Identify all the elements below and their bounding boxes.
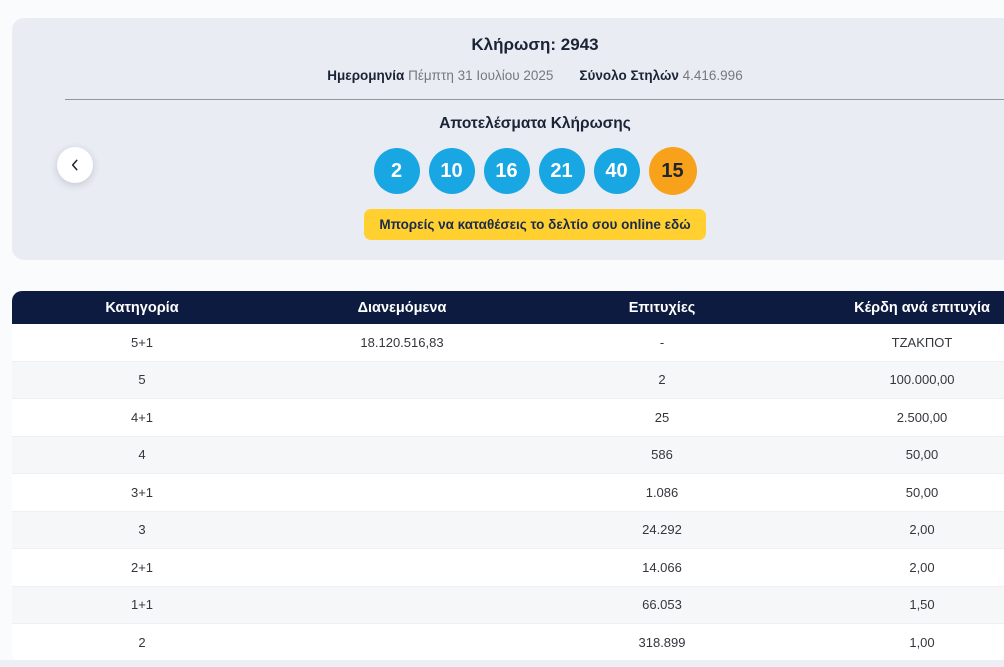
table-cell: - [659, 334, 665, 350]
table-row: 2+1 14.066 2,00 [12, 549, 1004, 587]
table-cell: 100.000,00 [889, 372, 955, 388]
table-cell: 66.053 [642, 597, 682, 613]
table-cell: 25 [654, 409, 670, 425]
table-cell: 3+1 [130, 484, 154, 500]
table-cell: 2,00 [909, 559, 935, 575]
table-row: 1+1 66.053 1,50 [12, 586, 1004, 624]
prize-table: Κατηγορία Διανεμόμενα Επιτυχίες Κέρδη ανά ε… [12, 291, 1004, 662]
table-row: 5 2 100.000,00 [12, 361, 1004, 399]
winning-number-ball: 40 [593, 148, 640, 194]
draw-date-label: Ημερομηνία [327, 68, 405, 83]
table-row: 5+1 18.120.516,83 - ΤΖΑΚΠΟΤ [12, 324, 1004, 362]
draw-date: Ημερομηνία Πέμπτη 31 Ιουλίου 2025 [327, 68, 553, 83]
prize-table-header: Κατηγορία Διανεμόμενα Επιτυχίες Κέρδη ανά ε… [12, 291, 1004, 324]
table-cell: 4 [138, 447, 146, 463]
table-cell: 1.086 [645, 484, 679, 500]
table-cell: 24.292 [642, 522, 682, 538]
winning-number-ball: 2 [373, 148, 420, 194]
column-header: Κέρδη ανά επιτυχία [854, 299, 990, 316]
table-cell: 5 [138, 372, 146, 388]
table-cell: ΤΖΑΚΠΟΤ [891, 334, 953, 350]
table-cell: 50,00 [905, 447, 939, 463]
winning-number-ball: 16 [483, 148, 530, 194]
table-cell: 14.066 [642, 559, 682, 575]
table-cell: 1,50 [909, 597, 935, 613]
winning-number-ball: 10 [428, 148, 475, 194]
draw-date-value: Πέμπτη 31 Ιουλίου 2025 [408, 68, 554, 83]
table-row: 3+1 1.086 50,00 [12, 474, 1004, 512]
winning-number-ball: 21 [538, 148, 585, 194]
card-divider [65, 99, 1004, 100]
table-cell: 3 [138, 522, 146, 538]
submit-slip-online-button[interactable]: Μπορείς να καταθέσεις το δελτίο σου onli… [364, 209, 706, 240]
results-heading: Αποτελέσματα Κλήρωσης [439, 115, 631, 132]
draw-results-card: Κλήρωση: 2943 Ημερομηνία Πέμπτη 31 Ιουλί… [12, 18, 1004, 260]
table-cell: 5+1 [130, 334, 154, 350]
table-cell: 1+1 [130, 597, 154, 613]
column-header: Κατηγορία [105, 299, 179, 316]
table-cell: 586 [651, 447, 673, 463]
table-cell: 4+1 [130, 409, 154, 425]
draw-title: Κλήρωση: 2943 [471, 35, 599, 54]
column-header: Διανεμόμενα [357, 299, 447, 316]
table-cell: 2,00 [909, 522, 935, 538]
table-cell: 2.500,00 [896, 409, 948, 425]
table-row: 3 24.292 2,00 [12, 511, 1004, 549]
table-cell: 1,00 [909, 634, 935, 650]
table-cell: 50,00 [905, 484, 939, 500]
total-columns-label: Σύνολο Στηλών [579, 68, 679, 83]
chevron-left-icon [71, 159, 78, 171]
table-cell: 2 [138, 634, 146, 650]
total-columns: Σύνολο Στηλών 4.416.996 [579, 68, 742, 83]
table-cell: 2+1 [130, 559, 154, 575]
table-cell: 2 [658, 372, 666, 388]
column-header: Επιτυχίες [628, 299, 696, 316]
prize-table-body: 5+1 18.120.516,83 - ΤΖΑΚΠΟΤ 5 2 100.000,00 4+1 2… [12, 324, 1004, 662]
cta-wrap: Μπορείς να καταθέσεις το δελτίο σου onli… [12, 209, 1004, 240]
table-row: 4+1 25 2.500,00 [12, 399, 1004, 437]
previous-draw-button[interactable] [57, 147, 93, 183]
total-columns-value: 4.416.996 [682, 68, 743, 83]
table-row: 2 318.899 1,00 [12, 624, 1004, 662]
bonus-number-ball: 15 [648, 147, 697, 195]
table-cell: 18.120.516,83 [360, 334, 444, 350]
winning-numbers-row: 2 10 16 21 40 15 [12, 147, 1004, 195]
table-cell: 318.899 [638, 634, 686, 650]
table-row: 4 586 50,00 [12, 436, 1004, 474]
bottom-strip [0, 660, 1004, 667]
draw-meta-row: Ημερομηνία Πέμπτη 31 Ιουλίου 2025 Σύνολο… [12, 68, 1004, 83]
